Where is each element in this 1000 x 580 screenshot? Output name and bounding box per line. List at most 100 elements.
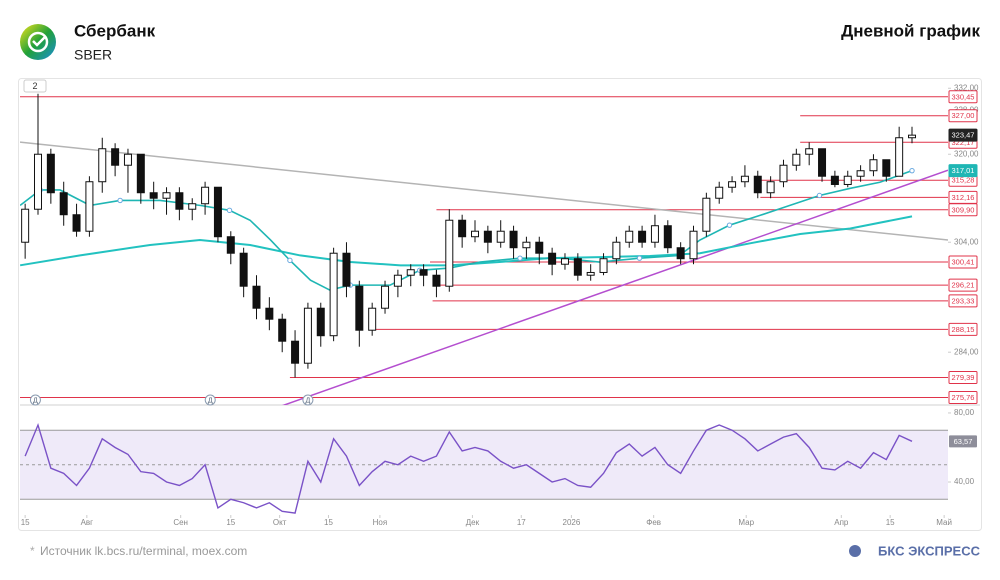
candle-body bbox=[548, 252, 557, 265]
level-label: 322,17 bbox=[952, 138, 975, 147]
ma-marker bbox=[909, 167, 915, 174]
brand-logo bbox=[849, 545, 861, 557]
candle-body bbox=[908, 134, 917, 139]
candle-body bbox=[252, 285, 261, 309]
x-tick-label: Мар bbox=[738, 518, 754, 527]
level-label: 288,15 bbox=[952, 325, 975, 334]
level-box bbox=[948, 90, 978, 104]
candle-body bbox=[638, 230, 647, 243]
level-label: 293,33 bbox=[952, 296, 975, 305]
level-box bbox=[948, 255, 978, 269]
candle-body bbox=[483, 230, 492, 243]
candle-body bbox=[85, 181, 94, 232]
trendline bbox=[282, 169, 948, 405]
ma-marker bbox=[287, 257, 293, 264]
x-tick-label: 15 bbox=[21, 518, 30, 527]
x-tick-label: 2026 bbox=[563, 518, 581, 527]
event-label: Д bbox=[33, 397, 38, 404]
candle-body bbox=[406, 269, 415, 276]
candle-body bbox=[496, 230, 505, 243]
candle-body bbox=[432, 274, 441, 287]
candle-body bbox=[213, 186, 222, 238]
rsi-tick-label: 40,00 bbox=[954, 477, 975, 486]
candle-body bbox=[368, 307, 377, 331]
candle-body bbox=[393, 274, 402, 287]
price-pane bbox=[20, 93, 948, 405]
y-tick-label: 304,00 bbox=[954, 237, 979, 246]
candle-body bbox=[342, 252, 351, 287]
candle-body bbox=[728, 181, 737, 188]
level-label: 327,00 bbox=[952, 111, 975, 120]
company-name: Сбербанк bbox=[74, 21, 156, 40]
candle-body bbox=[625, 230, 634, 243]
candle-body bbox=[278, 318, 287, 342]
candle-body bbox=[458, 219, 467, 238]
ticker: SBER bbox=[74, 47, 112, 63]
ma-marker bbox=[117, 197, 123, 204]
ma-fast-box bbox=[948, 164, 978, 178]
rsi-tick-label: 80,00 bbox=[954, 408, 975, 417]
candle-body bbox=[303, 307, 312, 364]
trendline bbox=[20, 141, 948, 241]
candle-body bbox=[818, 148, 827, 177]
candle-body bbox=[612, 241, 621, 260]
candle-body bbox=[329, 252, 338, 337]
level-label: 312,16 bbox=[952, 193, 975, 202]
candle-body bbox=[316, 307, 325, 337]
event-label: Д bbox=[208, 397, 213, 404]
level-label: 279,39 bbox=[952, 373, 975, 382]
x-tick-label: 15 bbox=[226, 518, 235, 527]
candle-body bbox=[573, 258, 582, 276]
level-box bbox=[948, 109, 978, 123]
candle-body bbox=[753, 175, 762, 194]
level-label: 300,41 bbox=[952, 257, 975, 266]
candle-body bbox=[111, 148, 120, 166]
candle-body bbox=[188, 203, 197, 210]
candle-body bbox=[702, 197, 711, 232]
candle-body bbox=[509, 230, 518, 249]
candle-body bbox=[522, 241, 531, 249]
level-box bbox=[948, 322, 978, 336]
candle-body bbox=[830, 175, 839, 185]
axes: 332,00328,00320,00304,00284,0015АвгСен15… bbox=[21, 83, 979, 527]
level-box bbox=[948, 294, 978, 308]
level-label: 296,21 bbox=[952, 281, 975, 290]
ma-marker bbox=[517, 255, 523, 261]
source: Источник lk.bcs.ru/terminal, moex.com bbox=[40, 544, 247, 558]
candle-body bbox=[895, 137, 904, 177]
candle-body bbox=[586, 271, 595, 276]
candle-body bbox=[239, 252, 248, 287]
interval-chip[interactable] bbox=[23, 79, 47, 93]
event-marker bbox=[204, 394, 216, 406]
candle-body bbox=[445, 219, 454, 287]
level-label: 309,90 bbox=[952, 205, 975, 214]
last-price-label: 323,47 bbox=[952, 131, 975, 140]
event-marker bbox=[302, 394, 314, 406]
candle-body bbox=[650, 225, 659, 243]
candle-body bbox=[663, 225, 672, 249]
candle-body bbox=[98, 148, 107, 183]
ma-marker bbox=[726, 222, 733, 228]
footnote-star: * bbox=[30, 544, 35, 558]
candle-body bbox=[715, 186, 724, 199]
x-tick-label: Сен bbox=[173, 518, 188, 527]
x-tick-label: 15 bbox=[324, 518, 333, 527]
x-tick-label: Фев bbox=[646, 518, 661, 527]
level-label: 330,45 bbox=[952, 92, 975, 101]
x-tick-label: Май bbox=[936, 518, 952, 527]
logo bbox=[20, 24, 56, 60]
level-box bbox=[948, 203, 978, 217]
candle-body bbox=[46, 153, 55, 194]
candle-body bbox=[265, 307, 274, 320]
candle-body bbox=[175, 192, 184, 210]
chart-kind: Дневной график bbox=[841, 21, 980, 40]
candle-body bbox=[149, 192, 158, 199]
candle-body bbox=[869, 159, 878, 172]
interval-chip-text: 2 bbox=[32, 81, 37, 91]
candle-body bbox=[779, 164, 788, 183]
candle-body bbox=[381, 285, 390, 309]
candle-body bbox=[792, 153, 801, 166]
candle-body bbox=[535, 241, 544, 254]
event-marker bbox=[29, 394, 41, 406]
